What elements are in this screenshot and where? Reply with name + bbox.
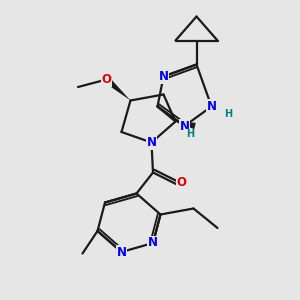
Polygon shape: [176, 122, 196, 129]
Text: H: H: [224, 109, 232, 119]
Text: N: N: [148, 236, 158, 250]
Polygon shape: [104, 77, 130, 100]
Text: N: N: [116, 245, 127, 259]
Text: O: O: [101, 73, 112, 86]
Text: O: O: [176, 176, 187, 190]
Text: N: N: [146, 136, 157, 149]
Text: H: H: [186, 129, 195, 139]
Text: N: N: [206, 100, 217, 113]
Text: N: N: [179, 119, 190, 133]
Text: N: N: [158, 70, 169, 83]
